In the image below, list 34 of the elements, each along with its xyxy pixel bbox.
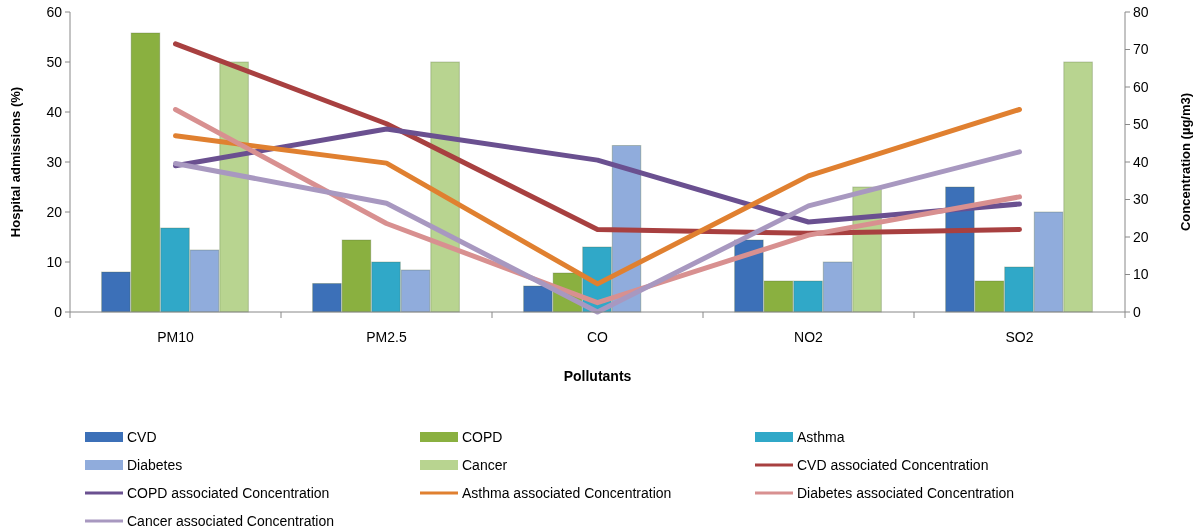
y2-tick-label: 80	[1133, 3, 1149, 20]
legend-label: Diabetes associated Concentration	[797, 484, 1015, 501]
legend-label: Diabetes	[127, 456, 183, 473]
y-tick-label: 30	[46, 153, 63, 170]
y-tick-label: 20	[46, 203, 63, 220]
x-tick-label: SO2	[1005, 329, 1034, 345]
y-tick-label: 0	[54, 303, 63, 320]
y-tick-label: 10	[46, 253, 63, 270]
y2-tick-label: 20	[1133, 228, 1149, 245]
y2-tick-label: 60	[1133, 78, 1149, 95]
y2-tick-label: 10	[1133, 266, 1149, 283]
y-tick-label: 60	[46, 3, 63, 20]
x-tick-label: PM10	[157, 329, 194, 345]
y2-tick-label: 0	[1133, 303, 1141, 320]
x-tick-label: NO2	[794, 329, 824, 345]
legend-label: CVD	[127, 428, 157, 445]
legend-label: COPD associated Concentration	[127, 484, 330, 501]
legend-label: Cancer	[462, 456, 508, 473]
y2-tick-label: 70	[1133, 41, 1149, 58]
legend-label: Cancer associated Concentration	[127, 512, 335, 529]
legend-label: Asthma	[797, 428, 845, 445]
y2-tick-label: 50	[1133, 116, 1149, 133]
y2-tick-label: 40	[1133, 153, 1149, 170]
y-tick-label: 50	[46, 53, 63, 70]
x-tick-label: CO	[587, 329, 609, 345]
legend-label: CVD associated Concentration	[797, 456, 989, 473]
x-axis-title: Pollutants	[563, 368, 632, 384]
y-axis-title: Hospital admissions (%)	[8, 86, 23, 238]
y2-axis-title: Concentration (µg/m3)	[1178, 92, 1193, 232]
legend-label: COPD	[462, 428, 503, 445]
y2-tick-label: 30	[1133, 191, 1149, 208]
x-tick-label: PM2.5	[366, 329, 407, 345]
y-tick-label: 40	[46, 103, 63, 120]
legend-label: Asthma associated Concentration	[462, 484, 672, 501]
